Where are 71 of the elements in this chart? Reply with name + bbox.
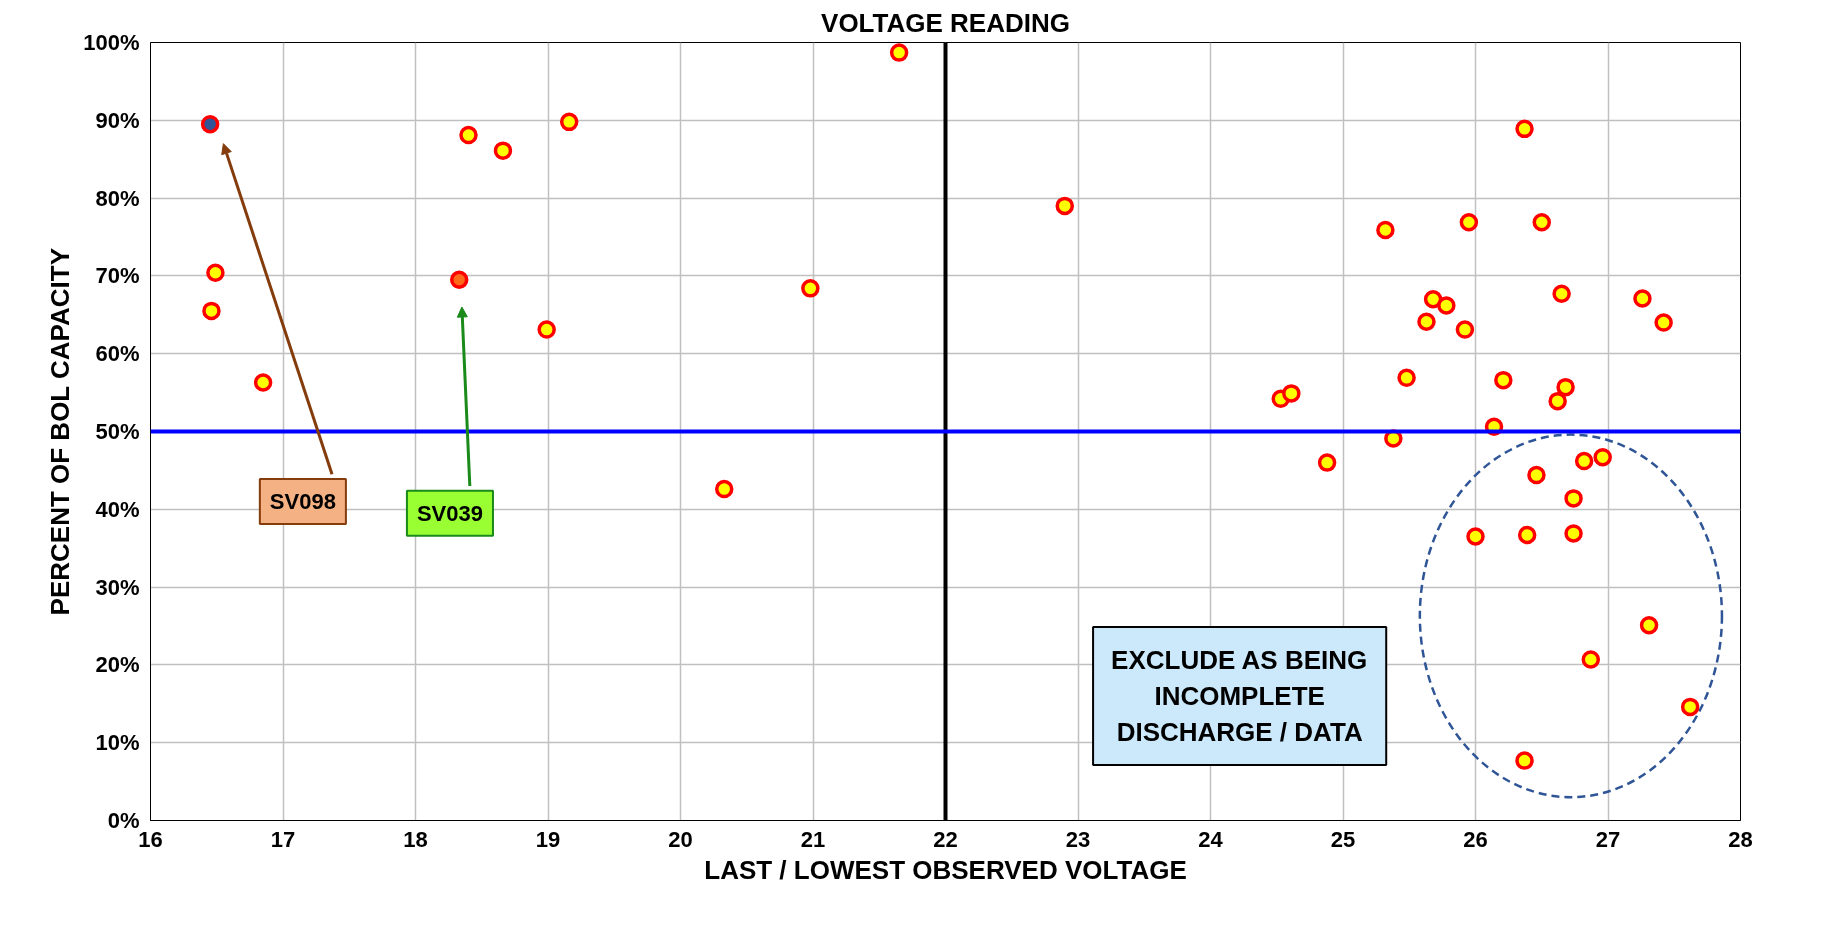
point: [1437, 296, 1456, 315]
point: [1654, 313, 1673, 332]
point: [801, 279, 820, 298]
point: [1564, 489, 1583, 508]
y-tick-label: 30%: [95, 574, 140, 600]
y-tick-label: 60%: [95, 341, 140, 367]
x-tick-label: 19: [535, 826, 561, 852]
point: [459, 125, 478, 145]
point: [493, 141, 513, 160]
x-tick-label: 22: [933, 826, 958, 852]
x-tick-label: 24: [1198, 826, 1224, 852]
point: [1397, 368, 1416, 388]
point: [1532, 212, 1551, 232]
point: [1423, 290, 1443, 309]
y-axis-title: PERCENT OF BOL CAPACITY: [45, 248, 76, 616]
annotation: EXCLUDE AS BEING INCOMPLETE DISCHARGE / DATA: [1111, 645, 1368, 748]
chart-title: VOLTAGE READING: [821, 7, 1070, 38]
x-tick-label: 18: [403, 826, 428, 852]
point: [1515, 119, 1534, 139]
point: [1055, 196, 1074, 216]
point: [1455, 320, 1475, 339]
point: [449, 270, 469, 290]
point: [889, 43, 909, 62]
point: [200, 114, 220, 134]
y-tick-label: 90%: [95, 107, 140, 133]
y-tick-label: 0%: [107, 808, 140, 833]
point: [559, 112, 579, 132]
point: [1494, 370, 1513, 390]
x-tick-label: 21: [800, 826, 826, 852]
point: [202, 301, 221, 321]
point: [1581, 650, 1601, 669]
x-tick-label: 28: [1728, 826, 1753, 852]
point: [1317, 453, 1337, 472]
y-tick-label: 40%: [95, 496, 140, 522]
point: [1459, 212, 1479, 232]
point: [1552, 284, 1571, 304]
point: [1515, 751, 1534, 770]
x-tick-label: 23: [1065, 826, 1091, 852]
x-axis-title: LAST / LOWEST OBSERVED VOLTAGE: [704, 854, 1187, 885]
point: [1417, 312, 1436, 332]
y-tick-label: 80%: [95, 185, 140, 211]
y-tick-label: 20%: [95, 652, 140, 678]
point: [1680, 697, 1700, 717]
x-tick-label: 26: [1463, 826, 1488, 852]
point: [1556, 377, 1575, 397]
point: [1564, 524, 1583, 543]
point: [714, 479, 734, 499]
point: [1593, 447, 1612, 467]
point: [1548, 391, 1567, 411]
x-tick-label: 25: [1330, 826, 1356, 852]
x-tick-label: 17: [270, 826, 296, 852]
y-tick-label: 50%: [95, 419, 140, 444]
annotation: SV098: [269, 489, 336, 515]
point: [1282, 384, 1301, 403]
x-tick-label: 20: [668, 826, 693, 852]
point: [1527, 465, 1546, 485]
x-tick-label: 16: [138, 826, 163, 852]
point: [1376, 220, 1395, 240]
point: [206, 263, 225, 283]
x-tick-label: 27: [1595, 826, 1621, 852]
point: [1633, 289, 1652, 308]
y-tick-label: 100%: [83, 30, 140, 55]
point: [253, 373, 273, 392]
annotation: SV039: [416, 500, 483, 526]
y-tick-label: 70%: [95, 263, 140, 289]
point: [1574, 451, 1594, 471]
point: [1639, 615, 1659, 635]
point: [1517, 525, 1537, 545]
point: [1466, 527, 1485, 546]
point: [537, 320, 556, 339]
y-tick-label: 10%: [95, 730, 140, 756]
